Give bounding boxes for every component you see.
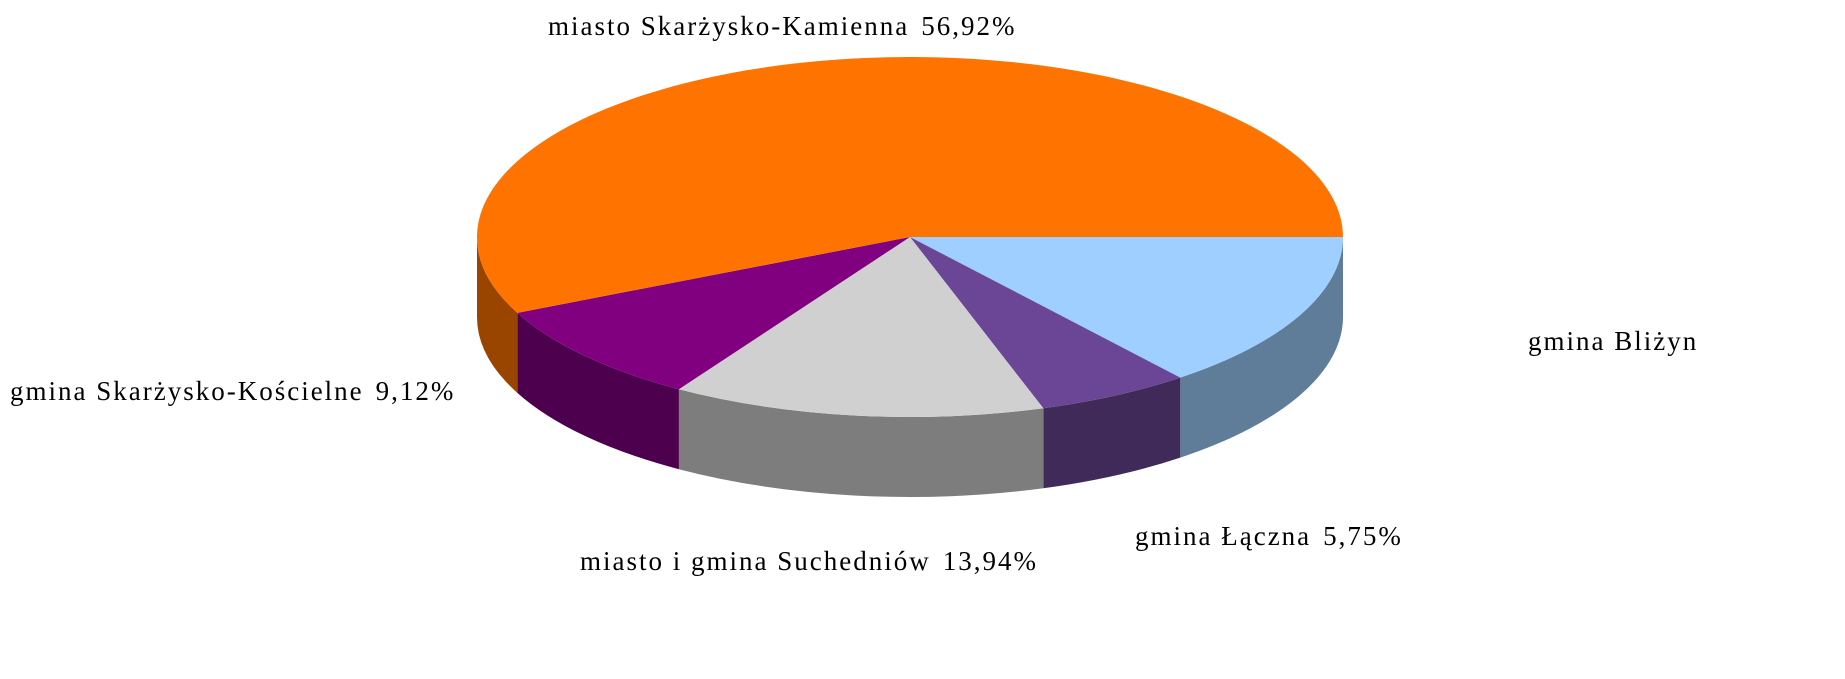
slice bbox=[910, 237, 1181, 409]
slice-side bbox=[1180, 237, 1343, 458]
slice-side bbox=[1043, 377, 1181, 489]
slice bbox=[517, 237, 910, 390]
slice-sides bbox=[477, 237, 1343, 498]
value-label: 5,75% bbox=[1323, 521, 1403, 551]
slice bbox=[476, 57, 1343, 313]
category-name: gmina Skarżysko-Kościelne bbox=[10, 376, 364, 406]
value-label: 9,12% bbox=[376, 376, 456, 406]
slice-label: gmina Bliżyn bbox=[1528, 326, 1698, 356]
slice-side bbox=[517, 312, 679, 470]
slice-side bbox=[678, 389, 1044, 498]
value-label: 56,92% bbox=[921, 11, 1016, 41]
slice-label: miasto i gmina Suchedniów 13,94% bbox=[580, 546, 1038, 576]
slice bbox=[678, 237, 1044, 417]
category-name: miasto i gmina Suchedniów bbox=[580, 546, 931, 576]
slice-label: gmina Łączna 5,75% bbox=[1135, 521, 1403, 551]
category-name: gmina Łączna bbox=[1135, 521, 1311, 551]
slice bbox=[910, 237, 1343, 378]
category-name: miasto Skarżysko-Kamienna bbox=[548, 11, 909, 41]
value-label: 13,94% bbox=[943, 546, 1038, 576]
slice-label: gmina Skarżysko-Kościelne 9,12% bbox=[10, 376, 455, 406]
slice-side bbox=[477, 237, 518, 393]
category-name: gmina Bliżyn bbox=[1528, 326, 1698, 356]
slice-label: miasto Skarżysko-Kamienna 56,92% bbox=[548, 11, 1016, 41]
